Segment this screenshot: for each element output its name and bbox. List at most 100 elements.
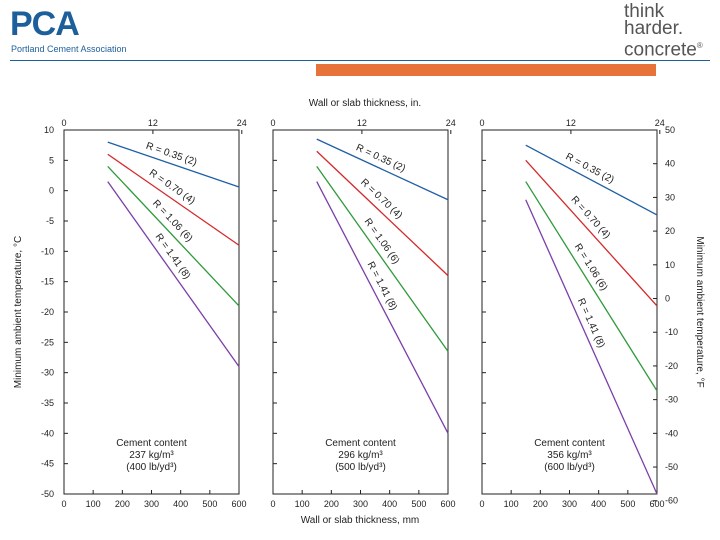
thc-line-harder: harder. bbox=[624, 18, 684, 39]
accent-bar bbox=[316, 64, 656, 76]
bottom-axis-label: Wall or slab thickness, mm bbox=[301, 515, 420, 526]
cement-content-metric: 237 kg/m³ bbox=[129, 450, 174, 461]
left-axis-label: Minimum ambient temperature, °C bbox=[13, 236, 24, 388]
series-line bbox=[107, 153, 240, 246]
series-line bbox=[525, 159, 658, 307]
y-tick-label-c: -20 bbox=[41, 307, 54, 317]
series-label: R = 0.35 (2) bbox=[354, 142, 407, 174]
x-tick-label: 100 bbox=[295, 499, 310, 509]
right-axis-label: Minimum ambient temperature, °F bbox=[694, 236, 705, 387]
top-tick-label: 24 bbox=[237, 118, 247, 128]
series-line bbox=[316, 181, 449, 434]
top-tick-label: 24 bbox=[655, 118, 665, 128]
y-tick-label-f: -20 bbox=[665, 361, 678, 371]
x-tick-label: 500 bbox=[620, 499, 635, 509]
y-tick-label-c: -10 bbox=[41, 246, 54, 256]
chart-panel-1: 0 100 200 300 400 500 600 0 12 24 10 5 0 -5 -10 -15 -20 -… bbox=[41, 118, 247, 509]
series-line bbox=[316, 150, 449, 277]
header: PCA Portland Cement Association think ha… bbox=[0, 0, 720, 76]
y-tick-label-c: 10 bbox=[44, 125, 54, 135]
series-line bbox=[316, 166, 449, 352]
x-tick-label: 0 bbox=[61, 499, 66, 509]
cement-content-label: Cement content bbox=[325, 438, 396, 449]
top-tick-label: 0 bbox=[479, 118, 484, 128]
series-line bbox=[525, 181, 658, 392]
x-tick-label: 600 bbox=[649, 499, 664, 509]
y-tick-label-f: 10 bbox=[665, 260, 675, 270]
series-label: R = 1.41 (8) bbox=[575, 297, 607, 350]
top-tick-label: 0 bbox=[270, 118, 275, 128]
y-tick-label-c: -5 bbox=[46, 216, 54, 226]
y-tick-label-f: -50 bbox=[665, 462, 678, 472]
y-tick-label-f: 0 bbox=[665, 294, 670, 304]
series-line bbox=[525, 199, 658, 495]
y-tick-label-f: -10 bbox=[665, 327, 678, 337]
x-tick-label: 0 bbox=[270, 499, 275, 509]
x-tick-label: 200 bbox=[115, 499, 130, 509]
y-tick-label-c: -30 bbox=[41, 368, 54, 378]
top-tick-label: 24 bbox=[446, 118, 456, 128]
header-divider bbox=[10, 60, 710, 61]
top-tick-label: 12 bbox=[148, 118, 158, 128]
series-label: R = 0.70 (4) bbox=[358, 177, 404, 222]
series-label: R = 0.35 (2) bbox=[564, 151, 616, 186]
y-tick-label-f: -60 bbox=[665, 496, 678, 506]
cement-content-label: Cement content bbox=[116, 438, 187, 449]
cement-content-label: Cement content bbox=[534, 438, 605, 449]
cement-content-imperial: (500 lb/yd³) bbox=[335, 462, 386, 473]
pca-logo-subtitle: Portland Cement Association bbox=[11, 44, 127, 54]
y-tick-label-c: -40 bbox=[41, 428, 54, 438]
y-tick-label-f: 30 bbox=[665, 192, 675, 202]
series-line bbox=[107, 181, 240, 367]
x-tick-label: 100 bbox=[504, 499, 519, 509]
x-tick-label: 300 bbox=[562, 499, 577, 509]
series-line bbox=[525, 144, 658, 216]
x-tick-label: 0 bbox=[479, 499, 484, 509]
y-tick-label-f: -40 bbox=[665, 428, 678, 438]
series-label: R = 0.70 (4) bbox=[568, 194, 612, 241]
x-tick-label: 500 bbox=[411, 499, 426, 509]
series-line bbox=[107, 165, 240, 307]
x-tick-label: 500 bbox=[202, 499, 217, 509]
x-tick-label: 200 bbox=[324, 499, 339, 509]
x-tick-label: 300 bbox=[144, 499, 159, 509]
y-tick-label-f: 50 bbox=[665, 125, 675, 135]
series-label: R = 1.41 (8) bbox=[365, 260, 399, 312]
pca-logo[interactable]: PCA Portland Cement Association bbox=[10, 6, 140, 58]
cement-content-imperial: (600 lb/yd³) bbox=[544, 462, 595, 473]
top-tick-label: 12 bbox=[566, 118, 576, 128]
x-tick-label: 400 bbox=[173, 499, 188, 509]
think-harder-concrete-logo[interactable]: think harder. concrete® bbox=[624, 1, 718, 60]
y-tick-label-f: 40 bbox=[665, 159, 675, 169]
series-line bbox=[107, 141, 240, 188]
y-tick-label-c: -45 bbox=[41, 459, 54, 469]
x-tick-label: 400 bbox=[382, 499, 397, 509]
registered-mark: ® bbox=[696, 41, 703, 50]
cement-content-metric: 296 kg/m³ bbox=[338, 450, 383, 461]
series-line bbox=[316, 138, 449, 201]
thc-concrete-word: concrete bbox=[624, 39, 697, 61]
y-tick-label-c: 0 bbox=[49, 186, 54, 196]
cement-content-metric: 356 kg/m³ bbox=[547, 450, 592, 461]
x-tick-label: 400 bbox=[591, 499, 606, 509]
y-tick-label-c: -25 bbox=[41, 337, 54, 347]
pca-logo-letters: PCA bbox=[10, 5, 80, 43]
y-tick-label-f: -30 bbox=[665, 395, 678, 405]
y-tick-label-c: -35 bbox=[41, 398, 54, 408]
thc-line-think: think bbox=[624, 1, 665, 22]
x-tick-label: 600 bbox=[440, 499, 455, 509]
cement-content-imperial: (400 lb/yd³) bbox=[126, 462, 177, 473]
thc-line-concrete: concrete® bbox=[624, 36, 703, 60]
top-tick-label: 12 bbox=[357, 118, 367, 128]
x-tick-label: 300 bbox=[353, 499, 368, 509]
top-axis-label: Wall or slab thickness, in. bbox=[309, 98, 421, 109]
y-tick-label-c: 5 bbox=[49, 155, 54, 165]
x-tick-label: 200 bbox=[533, 499, 548, 509]
top-tick-label: 0 bbox=[61, 118, 66, 128]
x-tick-label: 100 bbox=[86, 499, 101, 509]
y-tick-label-f: 20 bbox=[665, 226, 675, 236]
